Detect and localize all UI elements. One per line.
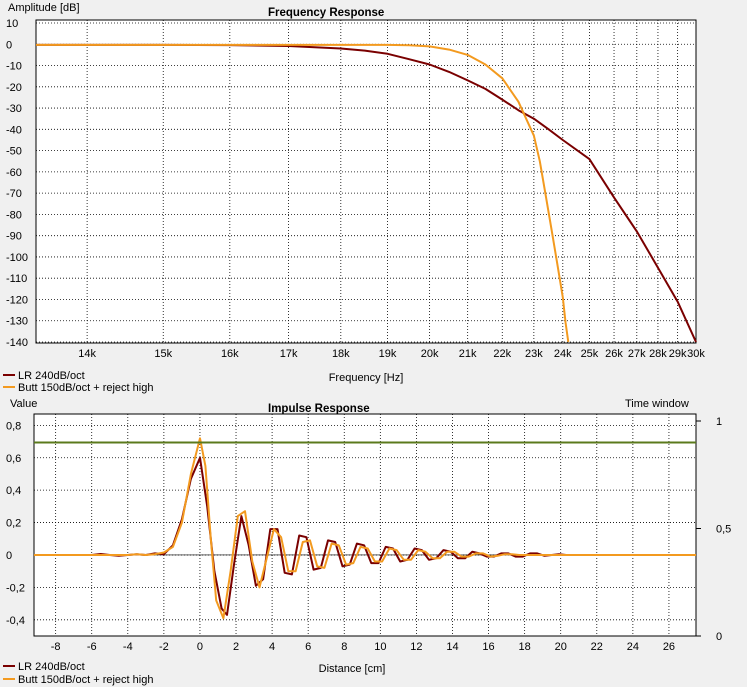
- x-tick-label: 18: [519, 641, 531, 653]
- secondary-tick-label: 0,5: [716, 524, 731, 536]
- x-tick-label: 6: [305, 641, 311, 653]
- legend: LR 240dB/oct Butt 150dB/oct + reject hig…: [3, 370, 153, 394]
- legend-label-butt: Butt 150dB/oct + reject high: [18, 382, 153, 394]
- x-tick-label: 30k: [687, 348, 705, 360]
- x-tick-label: 24k: [554, 348, 572, 360]
- x-tick-label: 22k: [493, 348, 511, 360]
- x-tick-label: 10: [374, 641, 386, 653]
- gridlines: [36, 20, 697, 343]
- legend-label-lr: LR 240dB/oct: [18, 661, 85, 673]
- y-axis-label: Value: [10, 398, 37, 410]
- x-tick-label: 20: [555, 641, 567, 653]
- series-line: [34, 437, 696, 620]
- secondary-axis-label: Time window: [625, 398, 689, 410]
- x-tick-label: 19k: [379, 348, 397, 360]
- x-tick-label: 2: [233, 641, 239, 653]
- y-tick-label: -100: [6, 252, 28, 264]
- y-tick-label: -80: [6, 209, 22, 221]
- secondary-tick-label: 1: [716, 416, 722, 428]
- x-tick-label: 20k: [421, 348, 439, 360]
- x-tick-label: 4: [269, 641, 275, 653]
- y-tick-label: -90: [6, 231, 22, 243]
- series-lines: [34, 437, 696, 620]
- series-line: [36, 43, 697, 343]
- y-tick-label: 0,6: [6, 453, 21, 465]
- x-tick-label: 21k: [459, 348, 477, 360]
- y-tick-label: 0: [6, 550, 12, 562]
- y-tick-label: -120: [6, 294, 28, 306]
- x-tick-label: 18k: [332, 348, 350, 360]
- x-tick-label: -4: [123, 641, 133, 653]
- y-tick-label: -60: [6, 167, 22, 179]
- x-tick-label: 26: [663, 641, 675, 653]
- x-tick-label: -8: [51, 641, 61, 653]
- x-tick-labels: -8 -6 -4 -2 0 2 4 6 8 10 12 14 16 18 20 22 24 26: [51, 641, 675, 653]
- y-tick-label: -130: [6, 316, 28, 328]
- y-tick-label: 0,8: [6, 420, 21, 432]
- y-tick-label: -10: [6, 61, 22, 73]
- chart-title: Frequency Response: [268, 7, 384, 19]
- y-tick-label: 0,2: [6, 518, 21, 530]
- x-tick-label: 26k: [605, 348, 623, 360]
- y-tick-labels: 0,8 0,6 0,4 0,2 0 -0,2 -0,4: [6, 420, 25, 626]
- plot-area: [35, 19, 697, 344]
- y-tick-labels: 10 0 -10 -20 -30 -40 -50 -60 -70 -80 -90 -100 -110 -1…: [6, 18, 28, 349]
- y-tick-label: -140: [6, 337, 28, 349]
- x-tick-label: 28k: [649, 348, 667, 360]
- y-tick-label: -20: [6, 82, 22, 94]
- y-tick-label: -70: [6, 188, 22, 200]
- x-tick-label: -2: [159, 641, 169, 653]
- x-tick-label: 22: [591, 641, 603, 653]
- x-tick-label: 16k: [221, 348, 239, 360]
- y-tick-label: -110: [6, 273, 27, 285]
- x-tick-label: 8: [341, 641, 347, 653]
- x-tick-label: 16: [482, 641, 494, 653]
- y-tick-label: -0,4: [6, 615, 25, 627]
- y-tick-label: 0: [6, 39, 12, 51]
- x-axis-label: Distance [cm]: [319, 663, 386, 675]
- y-tick-label: -0,2: [6, 582, 25, 594]
- x-tick-label: 23k: [525, 348, 543, 360]
- y-tick-label: 0,4: [6, 485, 21, 497]
- frequency-response-chart: Frequency Response Amplitude [dB] 10 0 -10…: [3, 2, 705, 394]
- impulse-response-chart: Impulse Response Value Time window 0,80,…: [3, 398, 731, 686]
- legend: LR 240dB/oct Butt 150dB/oct + reject hig…: [3, 661, 153, 686]
- y-tick-label: -40: [6, 124, 22, 136]
- x-tick-label: -6: [87, 641, 97, 653]
- secondary-tick-label: 0: [716, 631, 722, 643]
- secondary-tick-labels: 10,50: [696, 416, 731, 643]
- x-tick-label: 15k: [154, 348, 172, 360]
- chart-title: Impulse Response: [268, 403, 370, 415]
- x-axis-label: Frequency [Hz]: [329, 372, 404, 384]
- y-tick-label: 10: [6, 18, 18, 30]
- series-line: [36, 43, 570, 343]
- x-tick-label: 27k: [628, 348, 646, 360]
- x-tick-label: 14: [446, 641, 458, 653]
- x-tick-label: 12: [410, 641, 422, 653]
- x-tick-label: 25k: [581, 348, 599, 360]
- y-tick-label: -50: [6, 146, 22, 158]
- legend-label-lr: LR 240dB/oct: [18, 370, 85, 382]
- y-axis-label: Amplitude [dB]: [8, 2, 80, 14]
- x-tick-label: 29k: [669, 348, 687, 360]
- x-tick-label: 14k: [78, 348, 96, 360]
- legend-label-butt: Butt 150dB/oct + reject high: [18, 674, 153, 686]
- x-tick-labels: 14k 15k 16k 17k 18k 19k 20k 21k 22k 23k 24k 25k 26k 2…: [78, 348, 705, 360]
- plot-area: [33, 413, 697, 637]
- series-lines: [36, 43, 697, 343]
- x-tick-label: 0: [197, 641, 203, 653]
- x-tick-label: 17k: [280, 348, 298, 360]
- x-tick-label: 24: [627, 641, 639, 653]
- y-tick-label: -30: [6, 103, 22, 115]
